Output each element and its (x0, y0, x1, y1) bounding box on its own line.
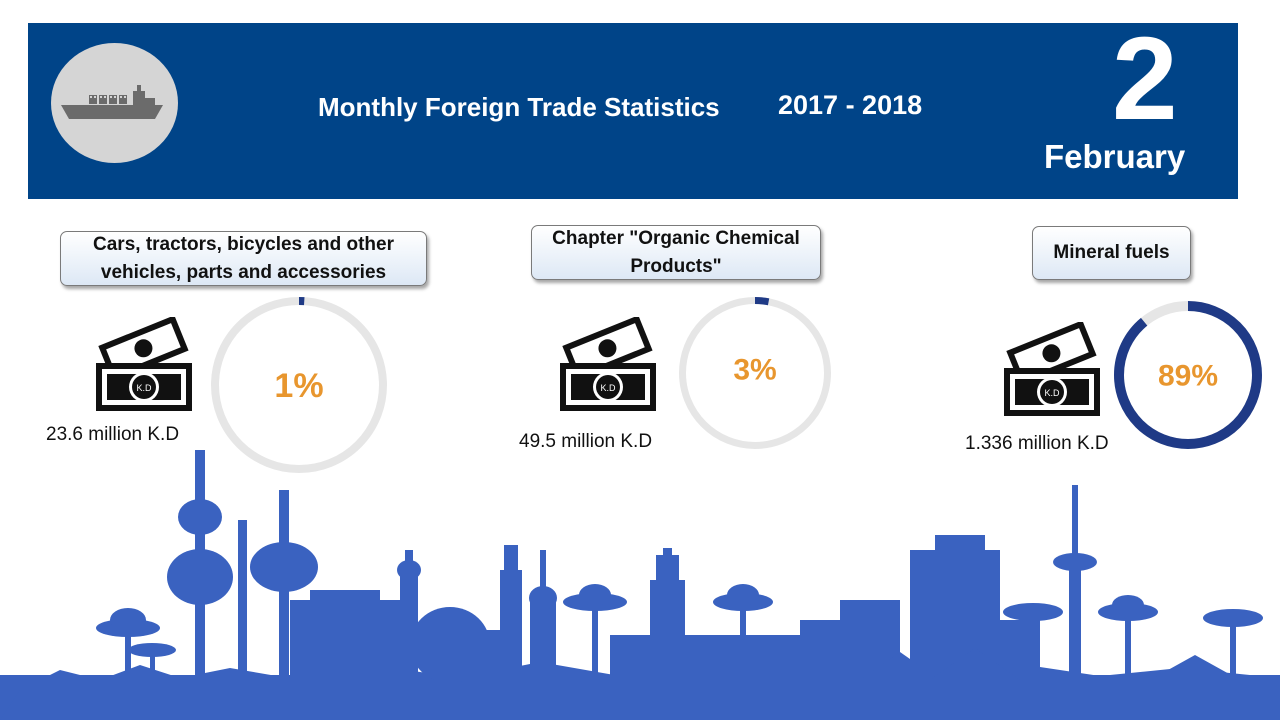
category-label-mineral-fuels: Mineral fuels (1032, 226, 1191, 280)
banknote-label: K.D (136, 383, 152, 393)
donut-chart-organic-chemicals: 3% (679, 297, 831, 449)
kuwait-skyline (0, 450, 1280, 720)
header-banner (28, 23, 1238, 199)
donut-slice (1114, 301, 1262, 449)
cargo-ship-icon (61, 85, 163, 119)
banknote-icon: K.D (556, 315, 660, 418)
logo-circle (51, 43, 178, 163)
year-range: 2017 - 2018 (778, 90, 923, 120)
amount-vehicles: 23.6 million K.D (46, 424, 180, 445)
donut-slice (679, 297, 831, 449)
banknote-label: K.D (600, 383, 616, 393)
month-name: February (1044, 138, 1186, 175)
banknote-icon: K.D (92, 315, 196, 418)
page-title: Monthly Foreign Trade Statistics (318, 92, 720, 122)
donut-chart-vehicles: 1% (211, 297, 387, 473)
month-number: 2 (1112, 13, 1178, 145)
amount-mineral-fuels: 1.336 million K.D (965, 433, 1109, 454)
amount-organic-chemicals: 49.5 million K.D (519, 431, 653, 452)
banknote-icon: K.D (1000, 320, 1104, 423)
donut-percent-label: 1% (274, 367, 323, 405)
donut-percent-label: 3% (733, 354, 776, 387)
donut-slice (211, 297, 387, 473)
category-label-organic-chemicals: Chapter "Organic Chemical Products" (531, 225, 821, 280)
banknote-label: K.D (1044, 388, 1060, 398)
donut-percent-label: 89% (1158, 360, 1218, 393)
donut-chart-mineral-fuels: 89% (1114, 301, 1262, 449)
category-label-vehicles: Cars, tractors, bicycles and other vehic… (60, 231, 427, 286)
